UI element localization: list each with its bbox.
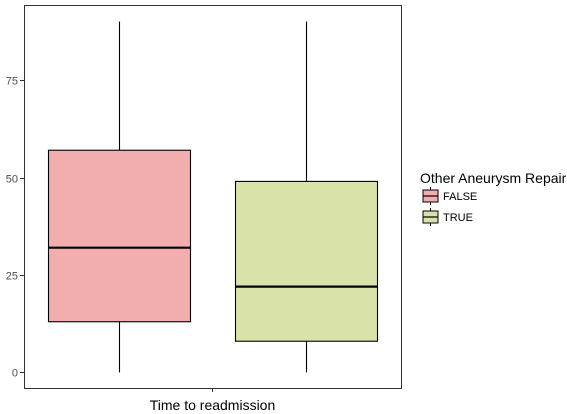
x-axis: Time to readmission <box>150 388 276 413</box>
box-group-true <box>234 21 379 373</box>
y-axis: 0 25 50 75 <box>6 76 25 380</box>
legend-label: TRUE <box>443 212 473 224</box>
y-axis-tick-label: 75 <box>6 76 18 88</box>
box <box>47 149 192 323</box>
x-axis-title: Time to readmission <box>150 397 276 413</box>
legend-item-false: FALSE <box>422 187 477 205</box>
y-axis-tick-label: 50 <box>6 174 18 186</box>
box <box>234 180 379 342</box>
legend: Other Aneurysm Repair FALSE TRUE <box>420 170 567 226</box>
legend-title: Other Aneurysm Repair <box>420 170 567 186</box>
box-group-false <box>47 21 192 373</box>
y-axis-tick-label: 0 <box>12 368 18 380</box>
legend-label: FALSE <box>443 191 477 203</box>
legend-item-true: TRUE <box>422 208 473 226</box>
y-axis-tick-label: 25 <box>6 271 18 283</box>
boxes-layer <box>47 21 379 373</box>
